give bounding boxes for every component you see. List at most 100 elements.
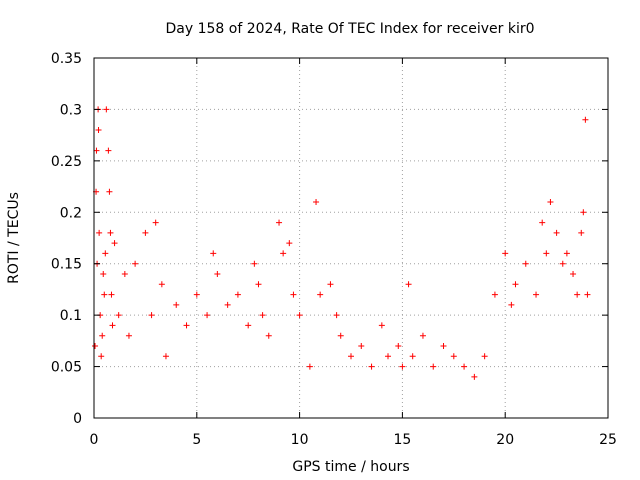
data-point bbox=[563, 250, 570, 257]
data-point bbox=[108, 291, 115, 298]
chart-title: Day 158 of 2024, Rate Of TEC Index for r… bbox=[165, 21, 534, 37]
data-point bbox=[333, 312, 340, 319]
data-point bbox=[98, 353, 105, 360]
data-point bbox=[539, 219, 546, 226]
data-point bbox=[502, 250, 509, 257]
x-tick-label: 15 bbox=[393, 432, 411, 448]
data-point bbox=[280, 250, 287, 257]
data-point bbox=[559, 260, 566, 267]
x-axis-label: GPS time / hours bbox=[292, 459, 409, 475]
data-point bbox=[508, 301, 515, 308]
data-point bbox=[385, 353, 392, 360]
data-point bbox=[570, 271, 577, 277]
y-tick-label: 0.2 bbox=[60, 205, 82, 221]
y-axis-label: ROTI / TECUs bbox=[6, 192, 22, 284]
data-point bbox=[399, 363, 406, 370]
data-point bbox=[543, 250, 550, 257]
data-point bbox=[419, 332, 426, 339]
data-point bbox=[317, 291, 324, 298]
data-point bbox=[296, 312, 303, 319]
data-point bbox=[337, 332, 344, 339]
data-point bbox=[132, 260, 139, 267]
data-point bbox=[92, 343, 99, 349]
data-point bbox=[173, 301, 180, 308]
y-tick-label: 0.15 bbox=[51, 257, 82, 273]
data-point bbox=[214, 271, 221, 277]
y-tick-label: 0.25 bbox=[51, 154, 82, 170]
x-tick-label: 10 bbox=[291, 432, 309, 448]
data-point bbox=[115, 312, 122, 319]
x-tick-label: 20 bbox=[496, 432, 514, 448]
data-point bbox=[313, 199, 320, 205]
y-tick-label: 0.3 bbox=[60, 102, 82, 118]
data-point bbox=[584, 291, 591, 298]
data-point bbox=[512, 281, 519, 288]
data-point bbox=[405, 281, 412, 288]
data-point bbox=[306, 363, 313, 370]
data-point bbox=[522, 260, 529, 267]
data-points bbox=[92, 106, 591, 380]
data-point bbox=[121, 271, 128, 277]
grid-lines bbox=[94, 58, 608, 418]
data-point bbox=[109, 322, 116, 329]
data-point bbox=[547, 199, 554, 205]
x-tick-label: 5 bbox=[192, 432, 201, 448]
data-point bbox=[255, 281, 262, 288]
data-point bbox=[580, 209, 587, 216]
data-point bbox=[107, 229, 114, 236]
data-point bbox=[409, 353, 416, 360]
data-point bbox=[450, 353, 457, 360]
data-point bbox=[251, 260, 258, 267]
data-point bbox=[395, 343, 402, 349]
y-tick-label: 0.05 bbox=[51, 360, 82, 376]
data-point bbox=[105, 147, 112, 154]
data-point bbox=[327, 281, 334, 288]
data-point bbox=[234, 291, 241, 298]
data-point bbox=[461, 363, 468, 370]
data-point bbox=[193, 291, 200, 298]
data-point bbox=[481, 353, 488, 360]
data-point bbox=[111, 240, 118, 247]
data-point bbox=[183, 322, 190, 329]
x-tick-label: 25 bbox=[599, 432, 617, 448]
data-point bbox=[102, 250, 109, 257]
y-tick-label: 0.35 bbox=[51, 51, 82, 67]
data-point bbox=[265, 332, 272, 339]
data-point bbox=[101, 291, 108, 298]
data-point bbox=[491, 291, 498, 298]
data-point bbox=[348, 353, 354, 360]
data-point bbox=[290, 291, 297, 298]
data-point bbox=[96, 229, 103, 236]
data-point bbox=[142, 229, 149, 236]
plot-frame bbox=[93, 57, 609, 419]
data-point bbox=[582, 116, 589, 123]
data-point bbox=[286, 240, 293, 247]
data-point bbox=[440, 343, 447, 349]
data-point bbox=[95, 127, 102, 133]
data-point bbox=[378, 322, 385, 329]
data-point bbox=[125, 332, 132, 339]
data-point bbox=[162, 353, 169, 360]
data-point bbox=[471, 373, 478, 380]
data-point bbox=[148, 312, 155, 319]
data-point bbox=[533, 291, 540, 298]
data-point bbox=[430, 363, 437, 370]
y-tick-label: 0.1 bbox=[60, 308, 82, 324]
data-point bbox=[276, 219, 283, 226]
data-point bbox=[368, 363, 375, 370]
data-point bbox=[358, 343, 365, 349]
data-point bbox=[103, 106, 110, 113]
data-point bbox=[158, 281, 165, 288]
data-point bbox=[204, 312, 211, 319]
axis-ticks: 0 5 10 15 20 25 0 0.05 0.1 0.15 0.2 0.25 0.3 0.35 bbox=[51, 51, 617, 448]
data-point bbox=[259, 312, 266, 319]
y-tick-label: 0 bbox=[73, 411, 82, 427]
x-tick-label: 0 bbox=[90, 432, 99, 448]
data-point bbox=[152, 219, 159, 226]
data-point bbox=[210, 250, 217, 257]
data-point bbox=[100, 271, 107, 277]
data-point bbox=[99, 332, 106, 339]
data-point bbox=[553, 229, 560, 236]
